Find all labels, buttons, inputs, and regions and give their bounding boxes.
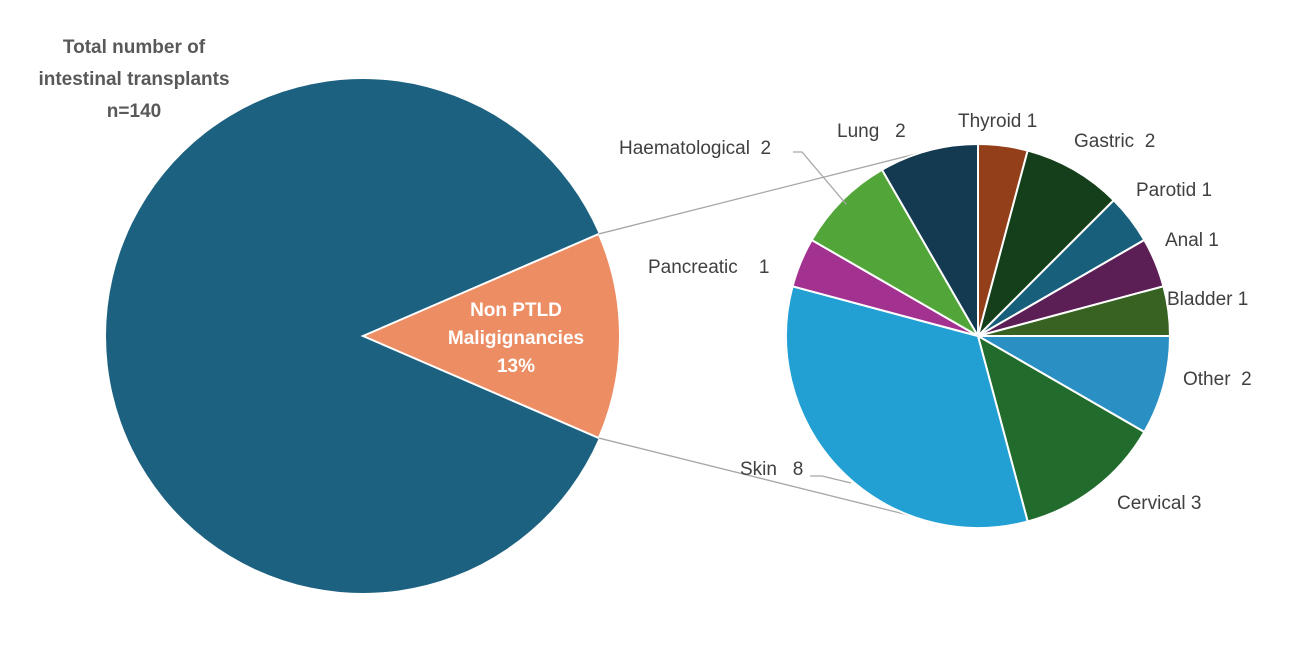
chart-title-line-3: n=140 [106, 101, 162, 122]
breakdown-label-parotid: Parotid 1 [1136, 180, 1212, 201]
main-pie-slice-remainder [105, 78, 599, 593]
connector-line-bottom [598, 437, 955, 528]
breakdown-label-thyroid: Thyroid 1 [958, 111, 1037, 132]
breakdown-slice-other [974, 335, 1172, 434]
main-pie-slice-label: Non PTLD Maligignancies 13% [448, 300, 584, 377]
breakdown-label-pancreatic: Pancreatic 1 [648, 257, 769, 278]
breakdown-label-anal: Anal 1 [1165, 230, 1219, 251]
leader-line-skin [810, 475, 852, 484]
breakdown-slice-gastric [976, 149, 1116, 340]
breakdown-label-cervical: Cervical 3 [1117, 493, 1201, 514]
connector-lines [598, 151, 955, 528]
chart-title: Total number of intestinal transplants n… [14, 32, 254, 128]
breakdown-slice-skin [785, 285, 1029, 529]
breakdown-label-skin: Skin 8 [740, 459, 803, 480]
breakdown-label-lung: Lung 2 [837, 121, 906, 142]
breakdown-label-bladder: Bladder 1 [1167, 289, 1248, 310]
leader-line-haematological [793, 151, 847, 205]
main-pie-slice-label-line: Maligignancies [448, 328, 584, 349]
breakdown-pie [785, 142, 1172, 529]
chart-title-line-1: Total number of [62, 37, 206, 58]
breakdown-label-gastric: Gastric 2 [1074, 131, 1155, 152]
breakdown-slice-cervical [976, 333, 1146, 523]
breakdown-labels: Thyroid 1 Gastric 2 Parotid 1 Anal 1 Bladder… [619, 111, 1252, 514]
main-pie-slice-non-ptld [360, 232, 621, 440]
breakdown-label-haematological: Haematological 2 [619, 138, 771, 159]
breakdown-label-other: Other 2 [1183, 369, 1252, 390]
main-pie-slice-label-line: Non PTLD [470, 300, 562, 321]
leader-lines [793, 151, 852, 484]
main-pie: Non PTLD Maligignancies 13% [105, 78, 621, 593]
breakdown-slice-lung [880, 142, 979, 340]
connector-line-top [598, 151, 923, 235]
main-pie-slice-label-line: 13% [497, 356, 535, 377]
chart-title-line-2: intestinal transplants [38, 69, 230, 90]
